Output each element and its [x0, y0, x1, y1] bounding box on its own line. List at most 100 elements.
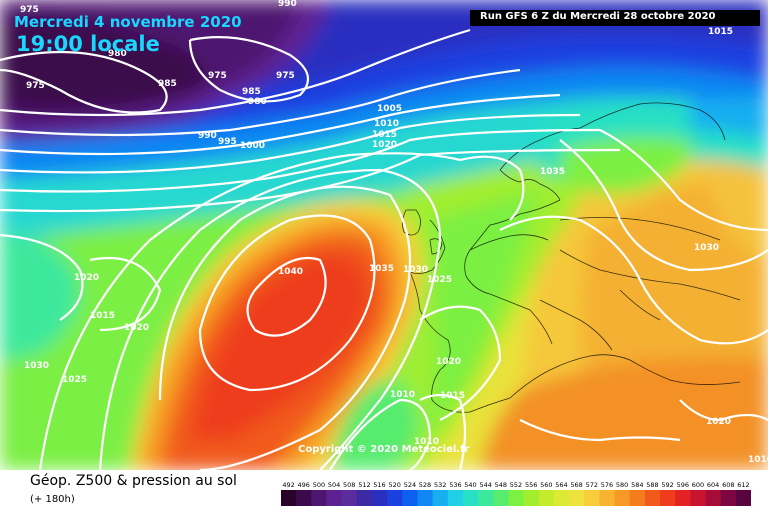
forecast-time: 19:00 locale — [16, 32, 160, 56]
legend-swatch — [356, 490, 373, 506]
isobar-label: 1015 — [440, 391, 465, 401]
isobar-label: 1015 — [372, 130, 397, 140]
legend-swatch — [432, 490, 449, 506]
legend-label: 512 — [358, 481, 370, 489]
legend-swatch — [508, 490, 524, 506]
legend-swatch — [690, 490, 706, 506]
isobar-label: 1010 — [374, 119, 399, 129]
isobar-label: 1015 — [90, 311, 115, 321]
legend-label: 540 — [464, 481, 476, 489]
legend-label: 568 — [570, 481, 582, 489]
legend-label: 496 — [297, 481, 309, 489]
isobar-label: 985 — [158, 79, 177, 89]
isobar-label: 995 — [218, 137, 237, 147]
legend-swatch — [417, 490, 433, 506]
isobar-label: 1020 — [706, 417, 731, 427]
legend-label: 508 — [343, 481, 355, 489]
isobar-label: 1035 — [540, 167, 565, 177]
forecast-lead-time: (+ 180h) — [30, 494, 75, 505]
legend-label: 552 — [510, 481, 522, 489]
legend-label: 548 — [495, 481, 507, 489]
legend-label: 596 — [677, 481, 689, 489]
legend-swatch — [281, 490, 297, 506]
legend-swatch — [675, 490, 691, 506]
legend-swatch — [644, 490, 661, 506]
legend-label: 572 — [586, 481, 598, 489]
isobar-label: 1020 — [74, 273, 99, 283]
legend-swatch — [629, 490, 646, 506]
isobar-label: 975 — [26, 81, 45, 91]
legend-label: 560 — [540, 481, 552, 489]
legend-swatch — [372, 490, 388, 506]
isobar-label: 1025 — [62, 375, 87, 385]
forecast-date: Mercredi 4 novembre 2020 — [14, 13, 242, 31]
legend-label: 500 — [313, 481, 325, 489]
legend-swatch — [705, 490, 721, 506]
legend-swatch — [402, 490, 418, 506]
legend-swatch — [599, 490, 615, 506]
legend-swatch — [538, 490, 555, 506]
legend-swatch — [326, 490, 342, 506]
isobar-label: 1025 — [427, 275, 452, 285]
map-product-title: Géop. Z500 & pression au sol — [30, 473, 237, 489]
legend-label: 604 — [707, 481, 719, 489]
color-legend: 492 496 500 504 508 512 516 520 524 528 532 536 540 5… — [281, 481, 751, 506]
legend-swatch — [735, 490, 751, 506]
legend-swatch — [720, 490, 737, 506]
weather-map: 975 980 990 985 975 975 975 980 985 990 … — [0, 0, 768, 470]
isobar-label: 1015 — [708, 27, 733, 37]
legend-label: 580 — [616, 481, 628, 489]
legend-swatch — [553, 490, 570, 506]
legend-swatch — [523, 490, 540, 506]
copyright: Copyright © 2020 Meteociel.fr — [298, 444, 470, 455]
isobar-label: 1005 — [377, 104, 402, 114]
isobar-label: 975 — [20, 5, 39, 15]
legend-swatch — [387, 490, 403, 506]
legend-label: 588 — [646, 481, 658, 489]
legend-label: 576 — [601, 481, 613, 489]
legend-swatch — [584, 490, 600, 506]
isobar-label: 980 — [108, 49, 127, 59]
isobar-label: 985 — [242, 87, 261, 97]
legend-label: 528 — [419, 481, 431, 489]
isobar-label: 1030 — [403, 265, 428, 275]
isobar-label: 1010 — [748, 455, 768, 465]
isobar-value-labels: 975 980 990 985 975 975 975 980 985 990 … — [20, 0, 768, 465]
legend-label: 592 — [661, 481, 673, 489]
legend-swatch — [296, 490, 312, 506]
isobar-label: 990 — [278, 0, 297, 9]
isobar-label: 1020 — [436, 357, 461, 367]
isobar-label: 975 — [276, 71, 295, 81]
legend-label: 492 — [282, 481, 294, 489]
isobar-label: 1010 — [414, 437, 439, 447]
legend-swatch — [493, 490, 509, 506]
legend-label: 532 — [434, 481, 446, 489]
run-info: Run GFS 6 Z du Mercredi 28 octobre 2020 — [480, 11, 716, 22]
legend-swatch — [569, 490, 585, 506]
legend-swatch — [447, 490, 464, 506]
legend-label: 584 — [631, 481, 643, 489]
geopotential-field — [0, 0, 768, 470]
isobar-label: 1030 — [24, 361, 49, 371]
legend-label: 536 — [449, 481, 461, 489]
isobar-label: 1035 — [369, 264, 394, 274]
legend-label: 516 — [373, 481, 385, 489]
isobar-label: 1010 — [390, 390, 415, 400]
isobar-label: 1040 — [278, 267, 303, 277]
coastlines — [402, 102, 741, 413]
legend-swatch — [478, 490, 494, 506]
legend-swatch — [614, 490, 630, 506]
legend-label: 600 — [692, 481, 704, 489]
legend-label: 524 — [404, 481, 416, 489]
isobar-label: 980 — [248, 97, 267, 107]
legend-label: 556 — [525, 481, 537, 489]
legend-swatch — [341, 490, 358, 506]
isobars — [0, 28, 768, 470]
legend-swatch — [660, 490, 676, 506]
legend-label: 544 — [479, 481, 491, 489]
legend-label: 520 — [388, 481, 400, 489]
isobar-label: 1020 — [372, 140, 397, 150]
isobar-label: 990 — [198, 131, 217, 141]
legend-label: 612 — [737, 481, 749, 489]
